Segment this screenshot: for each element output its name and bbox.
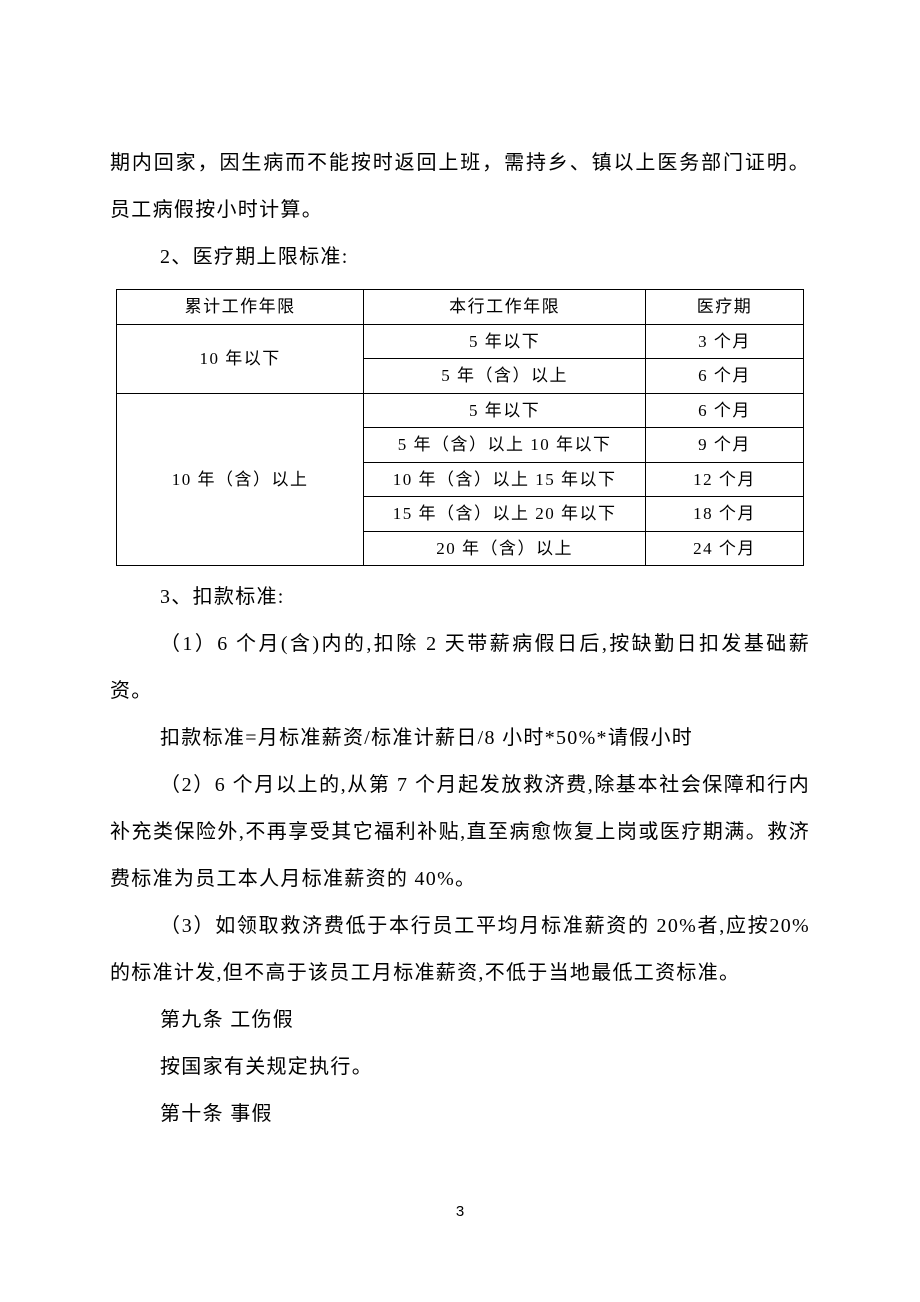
table-cell: 15 年（含）以上 20 年以下 [364, 497, 646, 532]
table-cell: 5 年（含）以上 [364, 359, 646, 394]
table-cell: 20 年（含）以上 [364, 531, 646, 566]
table-cell: 12 个月 [645, 462, 803, 497]
body-paragraph: 按国家有关规定执行。 [110, 1044, 810, 1091]
table-cell: 10 年以下 [117, 324, 364, 393]
table-row: 10 年（含）以上 5 年以下 6 个月 [117, 393, 804, 428]
table-cell: 9 个月 [645, 428, 803, 463]
table-cell: 5 年以下 [364, 324, 646, 359]
body-paragraph: （2）6 个月以上的,从第 7 个月起发放救济费,除基本社会保障和行内补充类保险… [110, 762, 810, 903]
article-heading: 第十条 事假 [110, 1091, 810, 1138]
table-header-cell: 累计工作年限 [117, 290, 364, 325]
table-header-cell: 本行工作年限 [364, 290, 646, 325]
medical-period-table: 累计工作年限 本行工作年限 医疗期 10 年以下 5 年以下 3 个月 5 年（… [116, 289, 804, 566]
table-header-cell: 医疗期 [645, 290, 803, 325]
body-paragraph: 扣款标准=月标准薪资/标准计薪日/8 小时*50%*请假小时 [110, 715, 810, 762]
body-paragraph: 期内回家，因生病而不能按时返回上班，需持乡、镇以上医务部门证明。员工病假按小时计… [110, 140, 810, 234]
table-cell: 3 个月 [645, 324, 803, 359]
table-cell: 5 年以下 [364, 393, 646, 428]
table-cell: 10 年（含）以上 15 年以下 [364, 462, 646, 497]
table-cell: 5 年（含）以上 10 年以下 [364, 428, 646, 463]
table-header-row: 累计工作年限 本行工作年限 医疗期 [117, 290, 804, 325]
section-heading: 3、扣款标准: [110, 574, 810, 621]
table-cell: 10 年（含）以上 [117, 393, 364, 566]
table-cell: 18 个月 [645, 497, 803, 532]
table-cell: 6 个月 [645, 359, 803, 394]
section-heading: 2、医疗期上限标准: [110, 234, 810, 281]
medical-period-table-wrap: 累计工作年限 本行工作年限 医疗期 10 年以下 5 年以下 3 个月 5 年（… [110, 289, 810, 566]
table-cell: 6 个月 [645, 393, 803, 428]
table-cell: 24 个月 [645, 531, 803, 566]
table-row: 10 年以下 5 年以下 3 个月 [117, 324, 804, 359]
body-paragraph: （3）如领取救济费低于本行员工平均月标准薪资的 20%者,应按20%的标准计发,… [110, 903, 810, 997]
body-paragraph: （1）6 个月(含)内的,扣除 2 天带薪病假日后,按缺勤日扣发基础薪资。 [110, 621, 810, 715]
page-number: 3 [0, 1203, 920, 1220]
article-heading: 第九条 工伤假 [110, 997, 810, 1044]
